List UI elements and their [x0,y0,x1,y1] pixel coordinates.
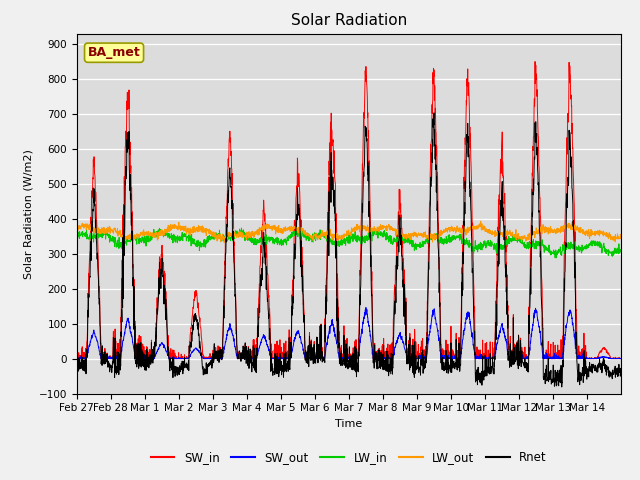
LW_in [127,238,135,244]
Line: Rnet: Rnet [77,113,621,387]
LW_out [544,225,552,231]
SW_out [610,356,618,361]
Rnet [244,345,252,351]
SW_out [127,333,135,339]
SW_out [513,356,521,361]
Rnet [610,371,618,376]
LW_in [610,248,618,254]
Title: Solar Radiation: Solar Radiation [291,13,407,28]
LW_in [237,225,245,231]
LW_out [220,240,228,245]
SW_out [544,356,552,361]
Rnet [543,376,551,382]
Line: LW_out: LW_out [77,221,621,242]
SW_in [617,356,625,361]
Rnet [73,359,81,365]
Line: SW_in: SW_in [77,61,621,359]
LW_out [73,224,81,230]
LW_in [73,234,81,240]
Rnet [558,384,566,390]
SW_in [127,200,135,205]
SW_in [544,355,552,360]
Line: SW_out: SW_out [77,308,621,359]
SW_out [382,356,390,361]
X-axis label: Time: Time [335,419,362,429]
Legend: SW_in, SW_out, LW_in, LW_out, Rnet: SW_in, SW_out, LW_in, LW_out, Rnet [146,446,552,469]
Rnet [127,218,135,224]
SW_in [73,356,81,361]
Text: BA_met: BA_met [88,46,140,59]
SW_in [610,356,618,361]
LW_out [245,231,253,237]
SW_in [245,356,253,361]
LW_out [381,226,389,232]
Rnet [617,366,625,372]
Rnet [430,110,438,116]
SW_in [531,59,539,64]
SW_out [362,305,370,311]
SW_out [245,356,253,361]
SW_in [513,350,520,356]
LW_out [610,235,618,240]
Line: LW_in: LW_in [77,228,621,258]
Rnet [513,356,520,361]
LW_in [552,255,560,261]
LW_in [617,246,625,252]
SW_out [617,356,625,361]
LW_out [477,218,484,224]
Rnet [381,361,389,367]
LW_in [245,236,253,241]
SW_out [73,354,81,360]
Y-axis label: Solar Radiation (W/m2): Solar Radiation (W/m2) [23,149,33,278]
LW_out [127,231,135,237]
LW_in [543,248,551,253]
LW_out [513,234,521,240]
SW_in [73,346,81,352]
SW_in [381,355,389,361]
LW_out [617,236,625,241]
SW_out [73,356,81,361]
LW_in [381,232,389,238]
LW_in [513,236,520,242]
